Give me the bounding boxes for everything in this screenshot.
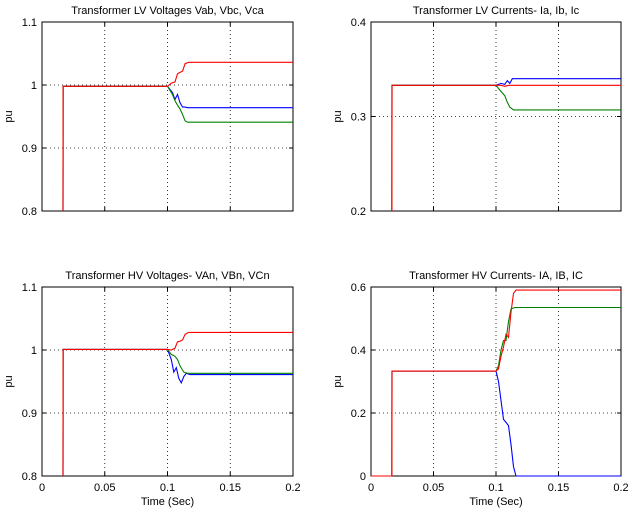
x-tick-label: 0.1 (488, 482, 503, 494)
series-line-3 (391, 84, 621, 212)
y-tick-label: 0.9 (22, 143, 37, 155)
y-tick-label: 0.8 (22, 471, 37, 483)
y-axis-label: pu (3, 110, 15, 122)
x-tick-label: 0.2 (285, 482, 300, 494)
y-tick-label: 1 (31, 345, 37, 357)
subplot-1: 0.8 0.9 1 1.1 Transformer LV Voltages Vab, V… (3, 5, 294, 218)
series-line-3 (62, 61, 293, 212)
y-tick-label: 0.2 (351, 408, 366, 420)
series-line-3 (371, 289, 621, 477)
y-tick-label: 0.8 (22, 206, 37, 218)
x-axis-label: Time (Sec) (469, 496, 522, 508)
x-tick-label: 0 (368, 482, 374, 494)
x-tick-label: 0.2 (613, 482, 628, 494)
plot-area (41, 21, 294, 212)
x-tick-label: 0 (39, 482, 45, 494)
y-axis-label: pu (3, 375, 15, 387)
chart-title: Transformer HV Voltages- VAn, VBn, VCn (65, 270, 269, 282)
y-tick-label: 1.1 (22, 282, 37, 294)
plot-area (370, 286, 622, 477)
y-tick-label: 0.2 (351, 206, 366, 218)
y-tick-label: 0.6 (351, 282, 366, 294)
y-tick-label: 1.1 (22, 17, 37, 29)
x-tick-label: 0.05 (423, 482, 444, 494)
x-tick-label: 0.05 (94, 482, 115, 494)
chart-title: Transformer HV Currents- IA, IB, IC (409, 270, 583, 282)
y-tick-label: 1 (31, 80, 37, 92)
chart-title: Transformer LV Voltages Vab, Vbc, Vca (71, 5, 264, 17)
y-tick-label: 0.3 (351, 112, 366, 124)
subplot-4: 0 0.2 0.4 0.6 0 0.05 0.1 0.15 0.2 Transformer HV … (332, 270, 629, 508)
series-line-3 (62, 331, 293, 477)
x-tick-label: 0.15 (220, 482, 241, 494)
x-axis-label: Time (Sec) (141, 496, 194, 508)
x-tick-label: 0.15 (548, 482, 569, 494)
plot-area (41, 286, 294, 477)
y-tick-label: 0.4 (351, 17, 366, 29)
y-axis-label: pu (332, 110, 344, 122)
x-tick-label: 0.1 (160, 482, 175, 494)
y-tick-label: 0.9 (22, 408, 37, 420)
y-axis-label: pu (332, 375, 344, 387)
chart-title: Transformer LV Currents- Ia, Ib, Ic (413, 5, 580, 17)
subplot-2: 0.2 0.3 0.4 Transformer LV Currents- Ia, Ib… (332, 5, 622, 218)
subplot-3: 0.8 0.9 1 1.1 0 0.05 0.1 0.15 0.2 Transformer HV … (3, 270, 301, 508)
y-tick-label: 0 (360, 471, 366, 483)
y-tick-label: 0.4 (351, 345, 366, 357)
